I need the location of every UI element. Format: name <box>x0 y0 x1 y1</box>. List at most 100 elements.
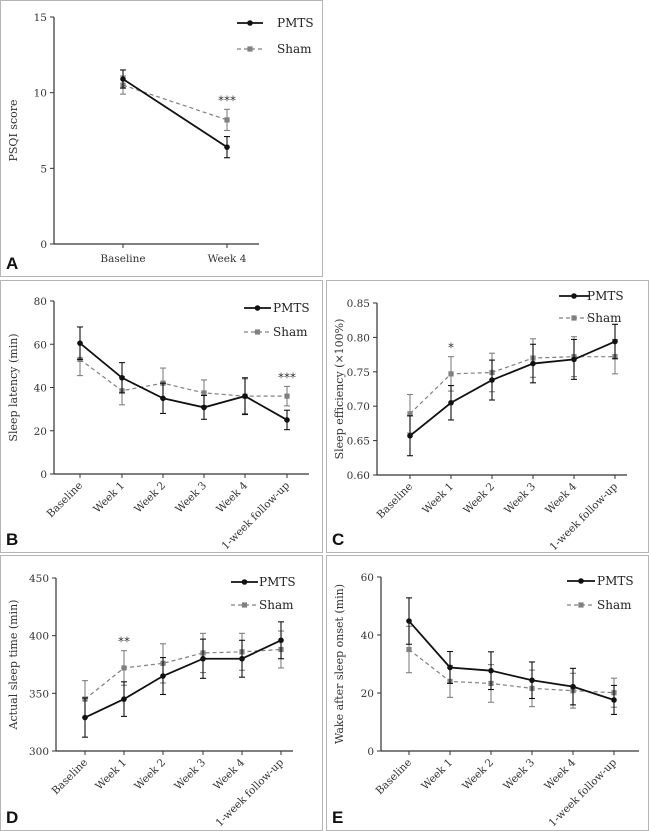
x-tick-label: Week 3 <box>173 480 209 516</box>
y-tick-label: 0.85 <box>347 298 370 310</box>
x-tick-label: Week 1 <box>91 480 127 516</box>
y-tick-label: 80 <box>34 296 47 308</box>
x-tick-label: Baseline <box>100 253 145 265</box>
x-tick-label: Week 4 <box>208 253 247 265</box>
y-tick-label: 400 <box>29 631 49 643</box>
significance-marker: * <box>448 341 454 355</box>
panel-letter: D <box>6 808 18 827</box>
series-line-sham <box>408 649 615 694</box>
y-tick-label: 5 <box>40 163 47 175</box>
panel-letter: E <box>332 808 343 827</box>
data-point-pmts <box>200 655 206 662</box>
y-axis-label: Wake after sleep onset (min) <box>333 584 346 744</box>
data-point-pmts <box>406 618 412 624</box>
y-tick-label: 0 <box>40 239 47 251</box>
panel-a: 0 5 10 15 Baseline Week 4 PSQI score *** PMTS Sha… <box>0 0 323 277</box>
series-line-sham <box>84 648 282 700</box>
data-point-sham <box>201 390 207 396</box>
x-tick-label: Week 4 <box>542 756 578 792</box>
legend-label-pmts: PMTS <box>277 16 314 30</box>
data-point-pmts <box>612 338 618 345</box>
legend-marker-sham <box>571 315 577 321</box>
data-point-pmts <box>447 664 453 671</box>
series-line-pmts <box>122 78 228 148</box>
data-point-pmts <box>201 404 207 411</box>
y-axis-label: Sleep latency (min) <box>7 333 20 441</box>
x-tick-label: Week 4 <box>543 480 579 516</box>
data-point-pmts <box>77 340 83 346</box>
y-tick-label: 0 <box>367 746 374 758</box>
series-line-sham <box>122 84 228 121</box>
panel-letter: C <box>332 530 344 549</box>
data-point-sham <box>224 117 230 123</box>
y-axis-label: Sleep efficiency (×100%) <box>333 319 346 460</box>
y-axis-label: PSQI score <box>7 100 20 162</box>
legend-marker-pmts <box>578 578 584 584</box>
data-point-pmts <box>284 417 290 423</box>
series-line-pmts <box>408 620 615 701</box>
legend-label-sham: Sham <box>259 598 294 612</box>
x-tick-label: Week 1 <box>419 757 455 793</box>
data-point-pmts <box>82 714 88 721</box>
x-tick-label: Week 3 <box>172 757 208 793</box>
data-point-pmts <box>571 356 577 363</box>
x-tick-label: Week 4 <box>211 756 247 792</box>
y-tick-label: 450 <box>29 573 49 585</box>
chart-b: 0 20 40 60 80 Baseline Week 1 Week 2 Week 3 Week … <box>6 296 310 552</box>
legend-label-sham: Sham <box>587 311 622 325</box>
y-tick-label: 10 <box>34 88 47 100</box>
x-tick-label: Baseline <box>50 757 91 798</box>
y-tick-label: 0.80 <box>347 332 370 344</box>
legend-label-sham: Sham <box>277 42 312 56</box>
chart-d: 300 350 400 450 Baseline Week 1 Week 2 Week 3 We… <box>6 573 296 829</box>
legend-label-pmts: PMTS <box>587 289 624 303</box>
series-line-pmts <box>409 340 616 437</box>
y-tick-label: 20 <box>361 688 374 700</box>
y-tick-label: 0.75 <box>347 367 370 379</box>
y-tick-label: 40 <box>361 630 374 642</box>
legend-marker-sham <box>254 329 261 335</box>
x-tick-label: Week 1 <box>420 481 456 517</box>
data-point-pmts <box>278 637 284 644</box>
series-line-pmts <box>84 639 282 719</box>
legend-marker-sham <box>241 602 248 608</box>
data-point-pmts <box>121 696 127 702</box>
data-point-pmts <box>239 655 245 662</box>
y-tick-label: 40 <box>34 383 47 395</box>
data-point-pmts <box>242 393 248 399</box>
data-point-pmts <box>160 673 166 679</box>
data-point-pmts <box>530 360 536 367</box>
series-line-sham <box>409 356 615 415</box>
data-point-sham <box>407 411 413 417</box>
y-tick-label: 0 <box>40 469 47 481</box>
data-point-pmts <box>119 374 125 381</box>
legend-marker-pmts <box>254 305 261 311</box>
chart-e: 0 20 40 60 Baseline Week 1 Week 2 Week 3 Week 41… <box>332 572 639 829</box>
panel-d: 300 350 400 450 Baseline Week 1 Week 2 Week 3 We… <box>0 555 323 831</box>
series-line-pmts <box>79 342 288 421</box>
data-point-pmts <box>448 399 454 406</box>
data-point-sham <box>448 371 454 377</box>
panel-c: 0.60 0.65 0.70 0.75 0.80 0.85 Baseline Week 1 We… <box>326 280 649 553</box>
data-point-sham <box>121 665 127 671</box>
legend-label-pmts: PMTS <box>597 574 634 588</box>
y-tick-label: 15 <box>34 12 47 24</box>
y-tick-label: 350 <box>29 688 49 700</box>
significance-marker: ** <box>118 635 130 649</box>
x-tick-label: Week 2 <box>460 757 496 793</box>
x-tick-label: Baseline <box>375 481 416 522</box>
legend-label-sham: Sham <box>273 325 308 339</box>
x-tick-label: Week 1 <box>93 757 129 793</box>
x-tick-label: Baseline <box>374 757 415 798</box>
x-tick-label: Week 4 <box>214 479 250 515</box>
significance-marker: *** <box>218 93 236 107</box>
legend-marker-pmts <box>571 293 577 299</box>
chart-a: 0 5 10 15 Baseline Week 4 PSQI score *** PMTS Sha… <box>6 12 314 273</box>
legend-marker-sham <box>247 46 253 52</box>
panel-b: 0 20 40 60 80 Baseline Week 1 Week 2 Week 3 Week … <box>0 280 323 553</box>
x-tick-label: 1-week follow-up <box>548 480 621 552</box>
x-tick-label: Baseline <box>45 480 86 521</box>
data-point-pmts <box>570 683 576 690</box>
x-tick-label: Week 2 <box>132 480 168 516</box>
data-point-sham <box>284 393 290 399</box>
